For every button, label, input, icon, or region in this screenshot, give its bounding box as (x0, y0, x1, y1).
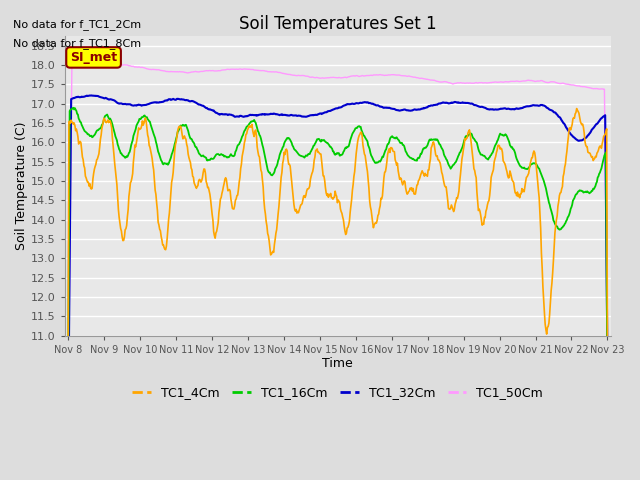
Y-axis label: Soil Temperature (C): Soil Temperature (C) (15, 121, 28, 250)
Text: No data for f_TC1_2Cm: No data for f_TC1_2Cm (13, 19, 141, 30)
Text: No data for f_TC1_8Cm: No data for f_TC1_8Cm (13, 38, 141, 49)
Legend: TC1_4Cm, TC1_16Cm, TC1_32Cm, TC1_50Cm: TC1_4Cm, TC1_16Cm, TC1_32Cm, TC1_50Cm (127, 381, 548, 404)
Text: SI_met: SI_met (70, 51, 117, 64)
X-axis label: Time: Time (323, 358, 353, 371)
Title: Soil Temperatures Set 1: Soil Temperatures Set 1 (239, 15, 436, 33)
